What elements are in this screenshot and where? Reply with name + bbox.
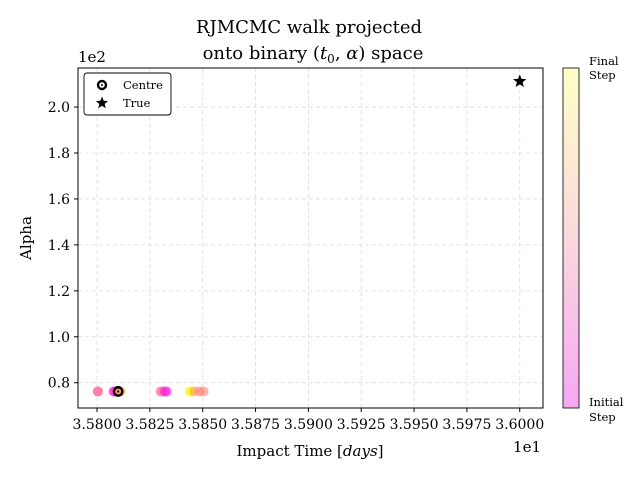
walk-point	[161, 386, 172, 397]
y-tick-label: 1.4	[48, 238, 70, 254]
x-tick-label: 3.5975	[442, 417, 491, 433]
x-tick-label: 3.5925	[337, 417, 386, 433]
legend-centre-label: Centre	[123, 78, 163, 92]
colorbar-top-label-1: Final	[589, 54, 619, 68]
colorbar-gradient	[562, 67, 580, 409]
y-tick-label: 1.8	[48, 146, 70, 162]
centre-marker-dot	[117, 390, 120, 393]
x-tick-label: 3.5875	[231, 417, 280, 433]
x-tick-label: 3.5825	[125, 417, 174, 433]
x-tick-label: 3.5800	[73, 417, 122, 433]
y-offset-label: 1e2	[78, 48, 106, 66]
x-offset-label: 1e1	[513, 438, 541, 456]
y-tick-label: 0.8	[48, 376, 70, 392]
legend-true-label: True	[123, 96, 151, 110]
colorbar: Final Step Initial Step	[562, 54, 624, 424]
legend: Centre True	[83, 72, 172, 116]
x-axis-label: Impact Time [days]	[237, 442, 384, 460]
x-tick-label: 3.6000	[495, 417, 544, 433]
centre-marker	[112, 386, 124, 397]
walk-point	[93, 386, 104, 397]
legend-centre-marker-dot	[101, 84, 103, 86]
plot-frame	[77, 67, 544, 409]
true-marker	[513, 74, 527, 87]
y-tick-label: 1.6	[48, 192, 70, 208]
y-tick-label: 1.0	[48, 330, 70, 346]
chart-title-line1: RJMCMC walk projected	[196, 17, 422, 38]
colorbar-bottom-label-1: Initial	[589, 395, 624, 409]
x-tick-label: 3.5950	[390, 417, 439, 433]
x-tick-label: 3.5850	[178, 417, 227, 433]
walk-points	[92, 386, 209, 397]
walk-point	[198, 386, 209, 397]
special-markers	[112, 74, 527, 397]
legend-true-marker	[95, 96, 109, 109]
legend-centre-marker	[96, 79, 108, 91]
y-tick-label: 1.2	[48, 284, 70, 300]
x-tick-label: 3.5900	[284, 417, 333, 433]
colorbar-top-label-2: Step	[589, 68, 616, 82]
y-tick-label: 2.0	[48, 100, 70, 116]
colorbar-bottom-label-2: Step	[589, 410, 616, 424]
y-axis-label: Alpha	[17, 216, 35, 261]
grid-lines	[78, 68, 543, 408]
chart-title-line2: onto binary (t0, α) space	[203, 43, 424, 66]
y-ticks: 0.8 1.0 1.2 1.4 1.6 1.8 2.0	[48, 100, 78, 392]
walk-point	[115, 386, 126, 397]
x-ticks: 3.5800 3.5825 3.5850 3.5875 3.5900 3.5925 3.59…	[73, 408, 544, 433]
